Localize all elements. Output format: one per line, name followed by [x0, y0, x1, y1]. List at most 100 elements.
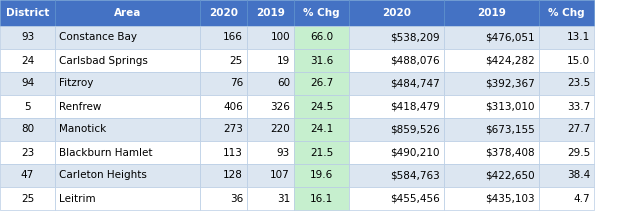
Bar [444, 187, 539, 210]
Text: 16.1: 16.1 [310, 193, 333, 203]
Bar [444, 0, 539, 26]
Text: 2020: 2020 [382, 8, 411, 18]
Text: Carleton Heights: Carleton Heights [59, 170, 147, 180]
Bar [444, 118, 539, 141]
Text: 66.0: 66.0 [310, 32, 333, 42]
Text: $484,747: $484,747 [390, 78, 440, 88]
Bar [200, 187, 247, 210]
Bar [539, 141, 594, 164]
Bar [200, 95, 247, 118]
Bar [444, 95, 539, 118]
Bar [200, 26, 247, 49]
Text: % Chg: % Chg [303, 8, 340, 18]
Text: 220: 220 [271, 124, 290, 134]
Bar [247, 26, 294, 49]
Text: 326: 326 [270, 101, 290, 111]
Bar [55, 49, 200, 72]
Bar [294, 49, 349, 72]
Text: 273: 273 [223, 124, 243, 134]
Bar [0, 141, 55, 164]
Text: 94: 94 [21, 78, 34, 88]
Bar [0, 118, 55, 141]
Text: 100: 100 [271, 32, 290, 42]
Bar [294, 141, 349, 164]
Bar [349, 72, 444, 95]
Bar [349, 141, 444, 164]
Text: $422,650: $422,650 [486, 170, 535, 180]
Text: 76: 76 [230, 78, 243, 88]
Text: Manotick: Manotick [59, 124, 107, 134]
Text: $378,408: $378,408 [486, 147, 535, 157]
Text: 31: 31 [277, 193, 290, 203]
Bar [539, 0, 594, 26]
Text: $538,209: $538,209 [390, 32, 440, 42]
Text: 24.1: 24.1 [310, 124, 333, 134]
Text: 25: 25 [21, 193, 34, 203]
Text: 23.5: 23.5 [567, 78, 590, 88]
Bar [200, 72, 247, 95]
Bar [55, 72, 200, 95]
Bar [200, 49, 247, 72]
Bar [200, 118, 247, 141]
Bar [247, 164, 294, 187]
Text: 166: 166 [223, 32, 243, 42]
Text: 27.7: 27.7 [567, 124, 590, 134]
Text: 36: 36 [230, 193, 243, 203]
Bar [55, 141, 200, 164]
Bar [539, 118, 594, 141]
Text: 25: 25 [230, 55, 243, 65]
Bar [247, 49, 294, 72]
Bar [200, 141, 247, 164]
Bar [539, 49, 594, 72]
Text: 26.7: 26.7 [310, 78, 333, 88]
Bar [349, 164, 444, 187]
Text: 24.5: 24.5 [310, 101, 333, 111]
Text: Renfrew: Renfrew [59, 101, 101, 111]
Bar [294, 187, 349, 210]
Text: Area: Area [114, 8, 141, 18]
Bar [539, 95, 594, 118]
Text: Carlsbad Springs: Carlsbad Springs [59, 55, 148, 65]
Text: 47: 47 [21, 170, 34, 180]
Text: 38.4: 38.4 [567, 170, 590, 180]
Text: 93: 93 [277, 147, 290, 157]
Text: 4.7: 4.7 [574, 193, 590, 203]
Bar [55, 118, 200, 141]
Text: $584,763: $584,763 [390, 170, 440, 180]
Bar [0, 0, 55, 26]
Text: 2020: 2020 [209, 8, 238, 18]
Bar [55, 0, 200, 26]
Text: 60: 60 [277, 78, 290, 88]
Bar [349, 187, 444, 210]
Text: 2019: 2019 [477, 8, 506, 18]
Text: $424,282: $424,282 [486, 55, 535, 65]
Text: District: District [6, 8, 49, 18]
Bar [55, 164, 200, 187]
Bar [0, 26, 55, 49]
Bar [349, 0, 444, 26]
Bar [55, 95, 200, 118]
Text: 80: 80 [21, 124, 34, 134]
Text: 19: 19 [277, 55, 290, 65]
Text: Constance Bay: Constance Bay [59, 32, 137, 42]
Bar [0, 49, 55, 72]
Bar [55, 26, 200, 49]
Bar [349, 49, 444, 72]
Bar [539, 72, 594, 95]
Text: $488,076: $488,076 [390, 55, 440, 65]
Bar [247, 72, 294, 95]
Bar [349, 26, 444, 49]
Bar [294, 72, 349, 95]
Bar [444, 49, 539, 72]
Bar [294, 118, 349, 141]
Bar [0, 72, 55, 95]
Text: 128: 128 [223, 170, 243, 180]
Bar [349, 118, 444, 141]
Text: % Chg: % Chg [548, 8, 585, 18]
Bar [444, 72, 539, 95]
Bar [539, 187, 594, 210]
Bar [294, 0, 349, 26]
Bar [349, 95, 444, 118]
Text: 33.7: 33.7 [567, 101, 590, 111]
Bar [0, 187, 55, 210]
